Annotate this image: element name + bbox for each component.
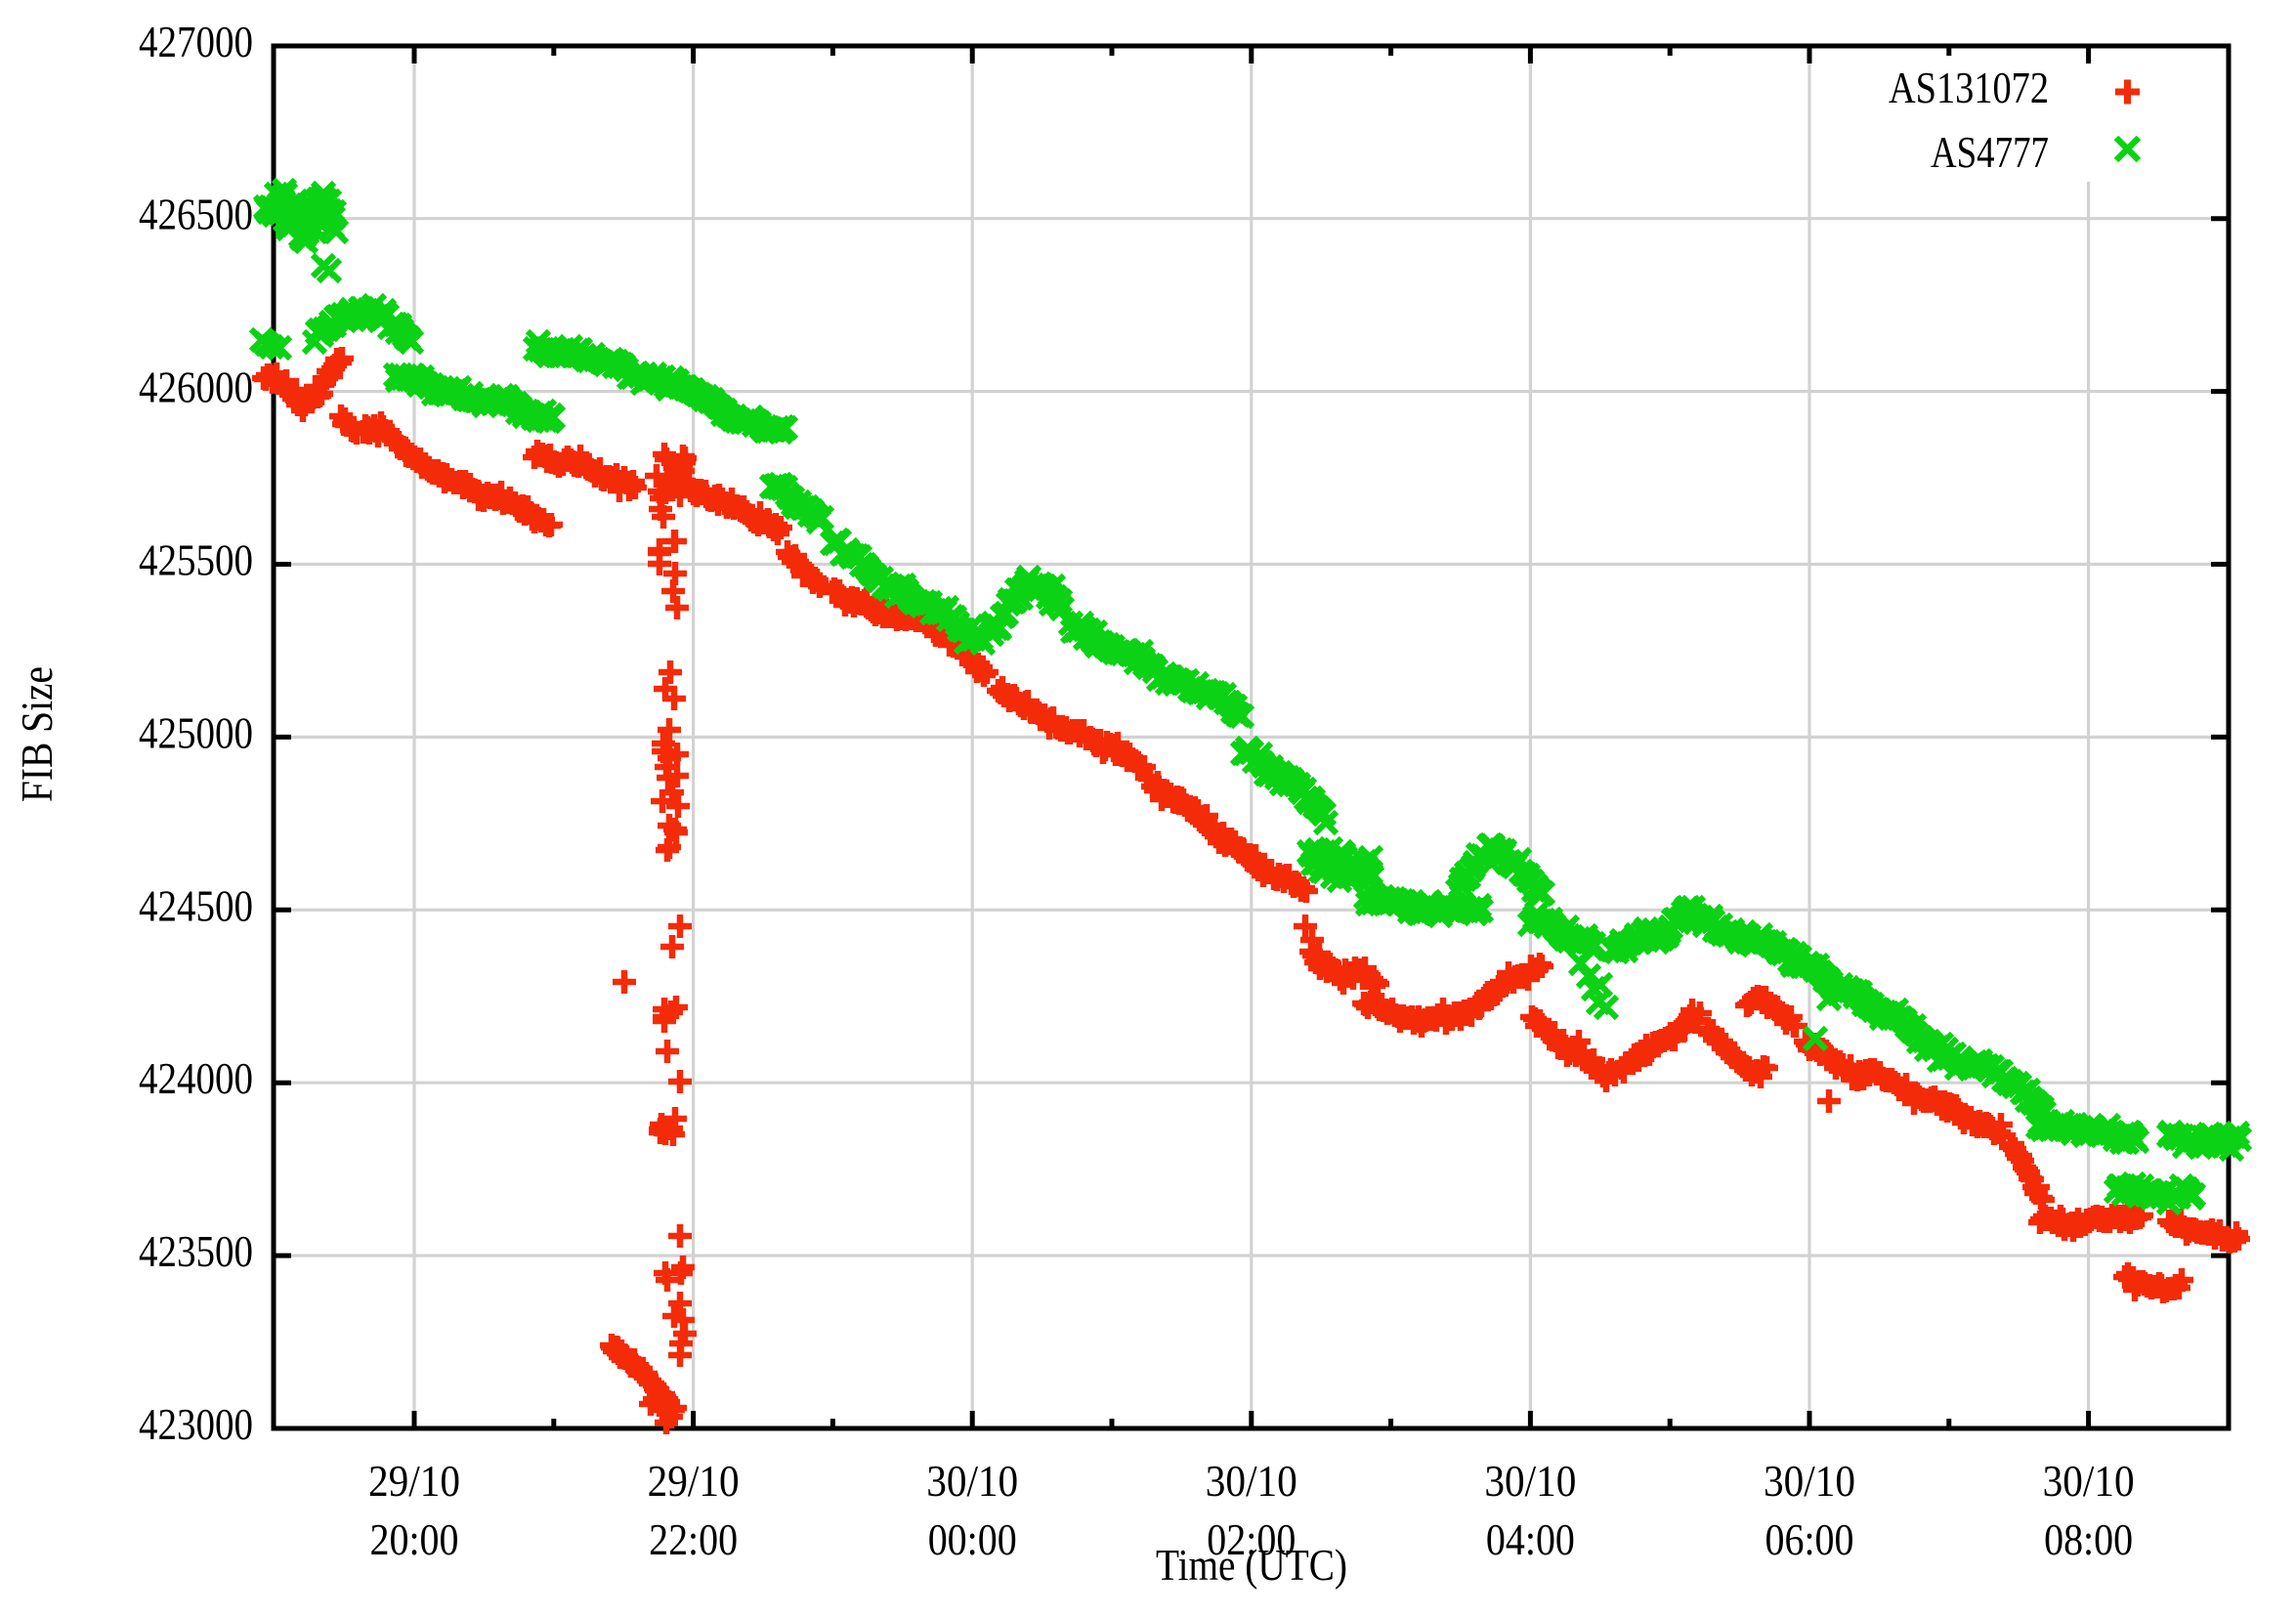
svg-text:30/10: 30/10 — [1206, 1456, 1297, 1506]
svg-text:08:00: 08:00 — [2044, 1514, 2133, 1564]
svg-text:06:00: 06:00 — [1765, 1514, 1854, 1564]
svg-text:FIB Size: FIB Size — [12, 666, 62, 802]
svg-text:426500: 426500 — [139, 190, 253, 239]
svg-text:Time (UTC): Time (UTC) — [1156, 1540, 1347, 1590]
svg-text:00:00: 00:00 — [928, 1514, 1017, 1564]
svg-text:22:00: 22:00 — [649, 1514, 738, 1564]
svg-text:424500: 424500 — [139, 880, 253, 930]
svg-text:30/10: 30/10 — [1484, 1456, 1576, 1506]
svg-text:29/10: 29/10 — [368, 1456, 460, 1506]
svg-text:427000: 427000 — [139, 17, 253, 66]
svg-text:425500: 425500 — [139, 535, 253, 585]
svg-text:423000: 423000 — [139, 1399, 253, 1449]
svg-text:30/10: 30/10 — [2043, 1456, 2135, 1506]
svg-text:AS131072: AS131072 — [1889, 63, 2049, 112]
svg-text:02:00: 02:00 — [1207, 1514, 1296, 1564]
svg-text:20:00: 20:00 — [370, 1514, 459, 1564]
svg-text:423500: 423500 — [139, 1226, 253, 1276]
svg-text:426000: 426000 — [139, 362, 253, 412]
svg-text:425000: 425000 — [139, 707, 253, 757]
svg-text:29/10: 29/10 — [648, 1456, 740, 1506]
svg-text:30/10: 30/10 — [926, 1456, 1018, 1506]
svg-text:04:00: 04:00 — [1486, 1514, 1575, 1564]
svg-text:30/10: 30/10 — [1764, 1456, 1855, 1506]
svg-text:AS4777: AS4777 — [1931, 127, 2049, 177]
svg-text:424000: 424000 — [139, 1053, 253, 1103]
